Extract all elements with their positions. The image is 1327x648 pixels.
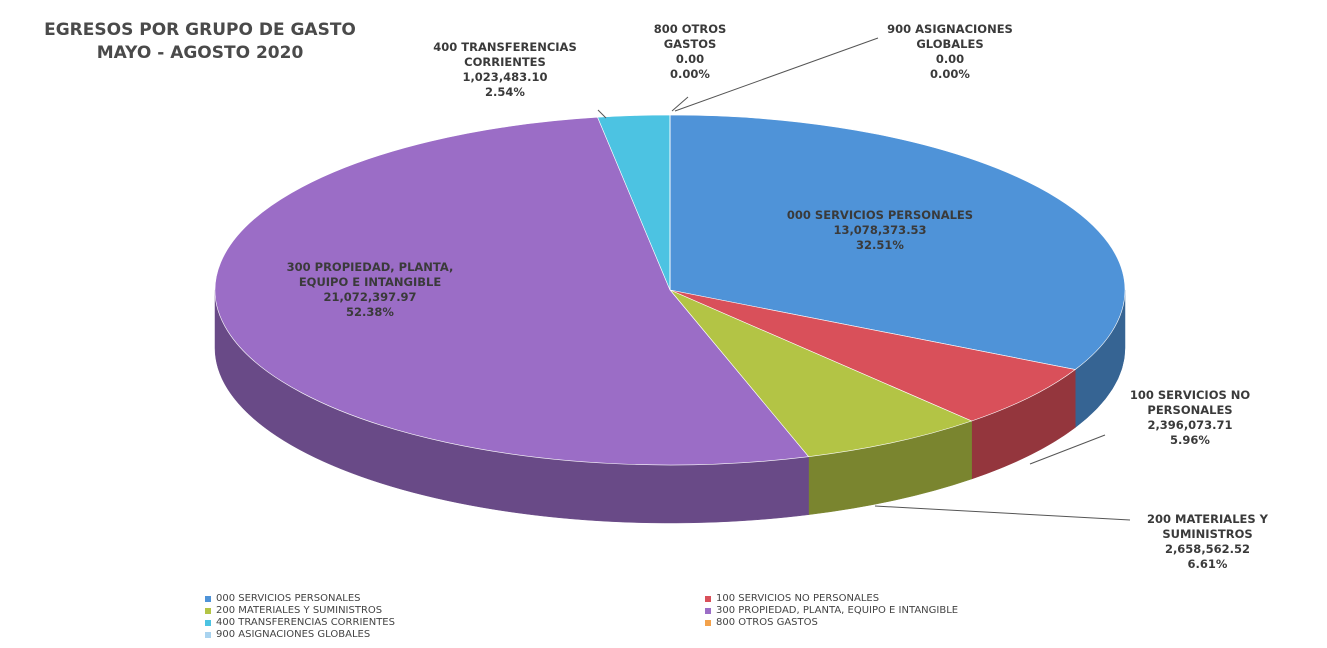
legend-label: 200 MATERIALES Y SUMINISTROS (216, 605, 383, 616)
legend-label: 800 OTROS GASTOS (716, 617, 818, 628)
legend-swatch (205, 619, 211, 626)
label-value: 1,023,483.10 (462, 70, 548, 84)
data-label: 100 SERVICIOS NO PERSONALES 2,396,073.71 5… (1105, 388, 1275, 448)
legend-label: 000 SERVICIOS PERSONALES (216, 593, 361, 604)
label-value: 0.00 (935, 52, 965, 66)
legend-label: 400 TRANSFERENCIAS CORRIENTES (216, 617, 395, 628)
legend-item: 000 SERVICIOS PERSONALES (205, 593, 361, 604)
data-label: 300 PROPIEDAD, PLANTA, EQUIPO E INTANGIB… (265, 260, 475, 320)
label-name: 000 SERVICIOS PERSONALES (786, 208, 974, 222)
legend-label: 100 SERVICIOS NO PERSONALES (716, 593, 880, 604)
chart-title: EGRESOS POR GRUPO DE GASTO (44, 20, 356, 40)
label-percent: 0.00% (930, 67, 970, 81)
legend-item: 100 SERVICIOS NO PERSONALES (705, 593, 879, 604)
label-name: 800 OTROS GASTOS (653, 22, 727, 51)
legend-item: 800 OTROS GASTOS (705, 617, 818, 628)
label-percent: 52.38% (346, 305, 394, 319)
label-value: 2,396,073.71 (1147, 418, 1233, 432)
legend-swatch (705, 619, 711, 626)
leader-line (671, 96, 689, 112)
slice (214, 116, 810, 466)
label-value: 0.00 (675, 52, 705, 66)
data-label: 200 MATERIALES Y SUMINISTROS 2,658,562.52… (1115, 512, 1300, 572)
label-percent: 2.54% (485, 85, 525, 99)
label-percent: 6.61% (1187, 557, 1228, 571)
legend-swatch (205, 607, 211, 614)
label-percent: 32.51% (856, 238, 904, 252)
label-percent: 0.00% (670, 67, 710, 81)
label-name: 100 SERVICIOS NO PERSONALES (1129, 388, 1251, 417)
legend-swatch (205, 595, 211, 602)
leader-line (1029, 434, 1106, 465)
data-label: 800 OTROS GASTOS 0.00 0.00% (630, 22, 750, 82)
data-label: 900 ASIGNACIONES GLOBALES 0.00 0.00% (870, 22, 1030, 82)
label-name: 400 TRANSFERENCIAS CORRIENTES (433, 40, 577, 69)
leader-line (674, 37, 879, 112)
label-name: 200 MATERIALES Y SUMINISTROS (1147, 512, 1268, 541)
legend-item: 400 TRANSFERENCIAS CORRIENTES (205, 617, 395, 628)
slice (669, 289, 973, 458)
slice (669, 289, 1076, 422)
legend-swatch (705, 607, 711, 614)
legend-swatch (205, 631, 211, 638)
label-value: 21,072,397.97 (323, 290, 417, 304)
label-value: 2,658,562.52 (1164, 542, 1251, 556)
slice (669, 114, 1126, 370)
label-name: 900 ASIGNACIONES GLOBALES (887, 22, 1013, 51)
leader-line (597, 109, 607, 119)
legend-item: 200 MATERIALES Y SUMINISTROS (205, 605, 382, 616)
legend-item: 300 PROPIEDAD, PLANTA, EQUIPO E INTANGIB… (705, 605, 958, 616)
label-value: 13,078,373.53 (833, 223, 927, 237)
chart-subtitle: MAYO - AGOSTO 2020 (96, 43, 304, 63)
label-name: 300 PROPIEDAD, PLANTA, EQUIPO E INTANGIB… (286, 260, 454, 289)
data-label: 000 SERVICIOS PERSONALES 13,078,373.53 32.… (780, 208, 980, 253)
legend-swatch (705, 595, 711, 602)
data-label: 400 TRANSFERENCIAS CORRIENTES 1,023,483.1… (425, 40, 585, 100)
label-percent: 5.96% (1170, 433, 1210, 447)
legend-label: 900 ASIGNACIONES GLOBALES (216, 629, 371, 640)
leader-line (874, 505, 1131, 521)
legend-label: 300 PROPIEDAD, PLANTA, EQUIPO E INTANGIB… (716, 605, 959, 616)
legend-item: 900 ASIGNACIONES GLOBALES (205, 629, 370, 640)
